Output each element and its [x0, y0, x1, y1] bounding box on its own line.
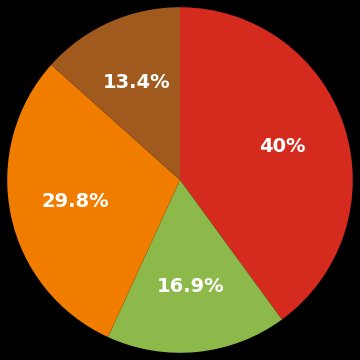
- Text: 29.8%: 29.8%: [41, 192, 109, 211]
- Text: 16.9%: 16.9%: [157, 277, 225, 296]
- Text: 13.4%: 13.4%: [103, 73, 170, 92]
- Text: 40%: 40%: [258, 137, 305, 156]
- Wedge shape: [51, 7, 180, 180]
- Wedge shape: [108, 180, 282, 353]
- Wedge shape: [180, 7, 353, 320]
- Wedge shape: [7, 65, 180, 337]
